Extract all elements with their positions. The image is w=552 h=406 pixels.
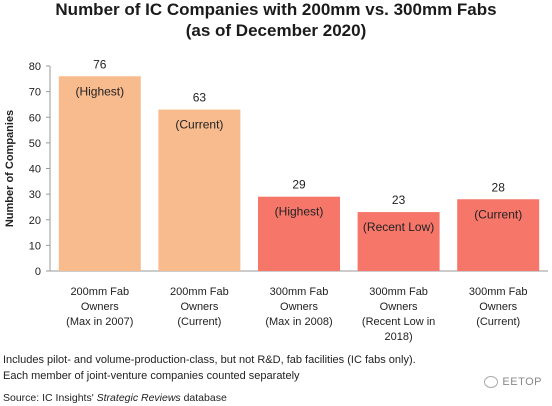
bar — [58, 76, 141, 271]
x-tick-label: (Recent Low in — [362, 316, 435, 328]
source-suffix: database — [180, 392, 227, 404]
bar-value-label: 76 — [93, 57, 107, 71]
x-tick-label: Owners — [280, 301, 318, 313]
bar — [258, 196, 340, 271]
y-tick-label: 10 — [29, 240, 41, 252]
chart-title-line2: (as of December 2020) — [185, 21, 367, 40]
bar — [457, 199, 540, 271]
y-tick-label: 20 — [29, 215, 41, 227]
watermark: EETOP — [484, 376, 542, 388]
bar-annotation: (Current) — [474, 207, 522, 221]
wechat-icon — [484, 376, 499, 388]
x-tick-label: (Max in 2007) — [66, 316, 133, 328]
bar-annotation: (Current) — [175, 118, 223, 132]
x-tick-label: Owners — [180, 301, 218, 313]
footnote-line1: Includes pilot- and volume-production-cl… — [3, 354, 416, 366]
y-tick-label: 40 — [29, 164, 41, 176]
x-tick-label: 300mm Fab — [369, 286, 428, 298]
source-publication: Strategic Reviews — [96, 392, 181, 404]
y-tick-label: 80 — [29, 61, 41, 73]
x-tick-label: 200mm Fab — [70, 286, 129, 298]
source-note: Source: IC Insights' Strategic Reviews d… — [3, 392, 227, 404]
bar-value-label: 28 — [492, 180, 506, 194]
bar — [158, 109, 241, 271]
x-tick-label: Owners — [81, 301, 119, 313]
bar-value-label: 23 — [392, 193, 406, 207]
x-tick-label: (Current) — [177, 316, 221, 328]
y-tick-label: 30 — [29, 189, 41, 201]
y-tick-label: 50 — [29, 138, 41, 150]
x-tick-label: Owners — [479, 301, 517, 313]
x-tick-label: 2018) — [385, 331, 413, 343]
x-tick-label: 300mm Fab — [469, 286, 528, 298]
bar-chart: Number of Companies 0 10 20 30 40 50 60 70 80 76 (H… — [4, 57, 548, 343]
footnote-line2: Each member of joint-venture companies c… — [3, 370, 300, 382]
y-tick-label: 70 — [29, 87, 41, 99]
y-tick-label: 60 — [29, 112, 41, 124]
bar-annotation: (Highest) — [275, 205, 324, 219]
x-tick-label: 300mm Fab — [270, 286, 329, 298]
y-axis-label: Number of Companies — [4, 110, 16, 227]
chart-title-line1: Number of IC Companies with 200mm vs. 30… — [55, 0, 497, 19]
bar-value-label: 63 — [193, 91, 207, 105]
bar-annotation: (Highest) — [75, 84, 124, 98]
x-tick-label: (Max in 2008) — [265, 316, 332, 328]
bar-annotation: (Recent Low) — [363, 220, 434, 234]
x-tick-label: 200mm Fab — [170, 286, 229, 298]
source-prefix: Source: IC Insights' — [3, 392, 97, 404]
y-tick-label: 0 — [35, 266, 41, 278]
x-tick-label: Owners — [380, 301, 418, 313]
watermark-text: EETOP — [502, 376, 542, 388]
bar — [357, 212, 440, 271]
bar-value-label: 29 — [292, 178, 306, 192]
x-tick-label: (Current) — [476, 316, 520, 328]
